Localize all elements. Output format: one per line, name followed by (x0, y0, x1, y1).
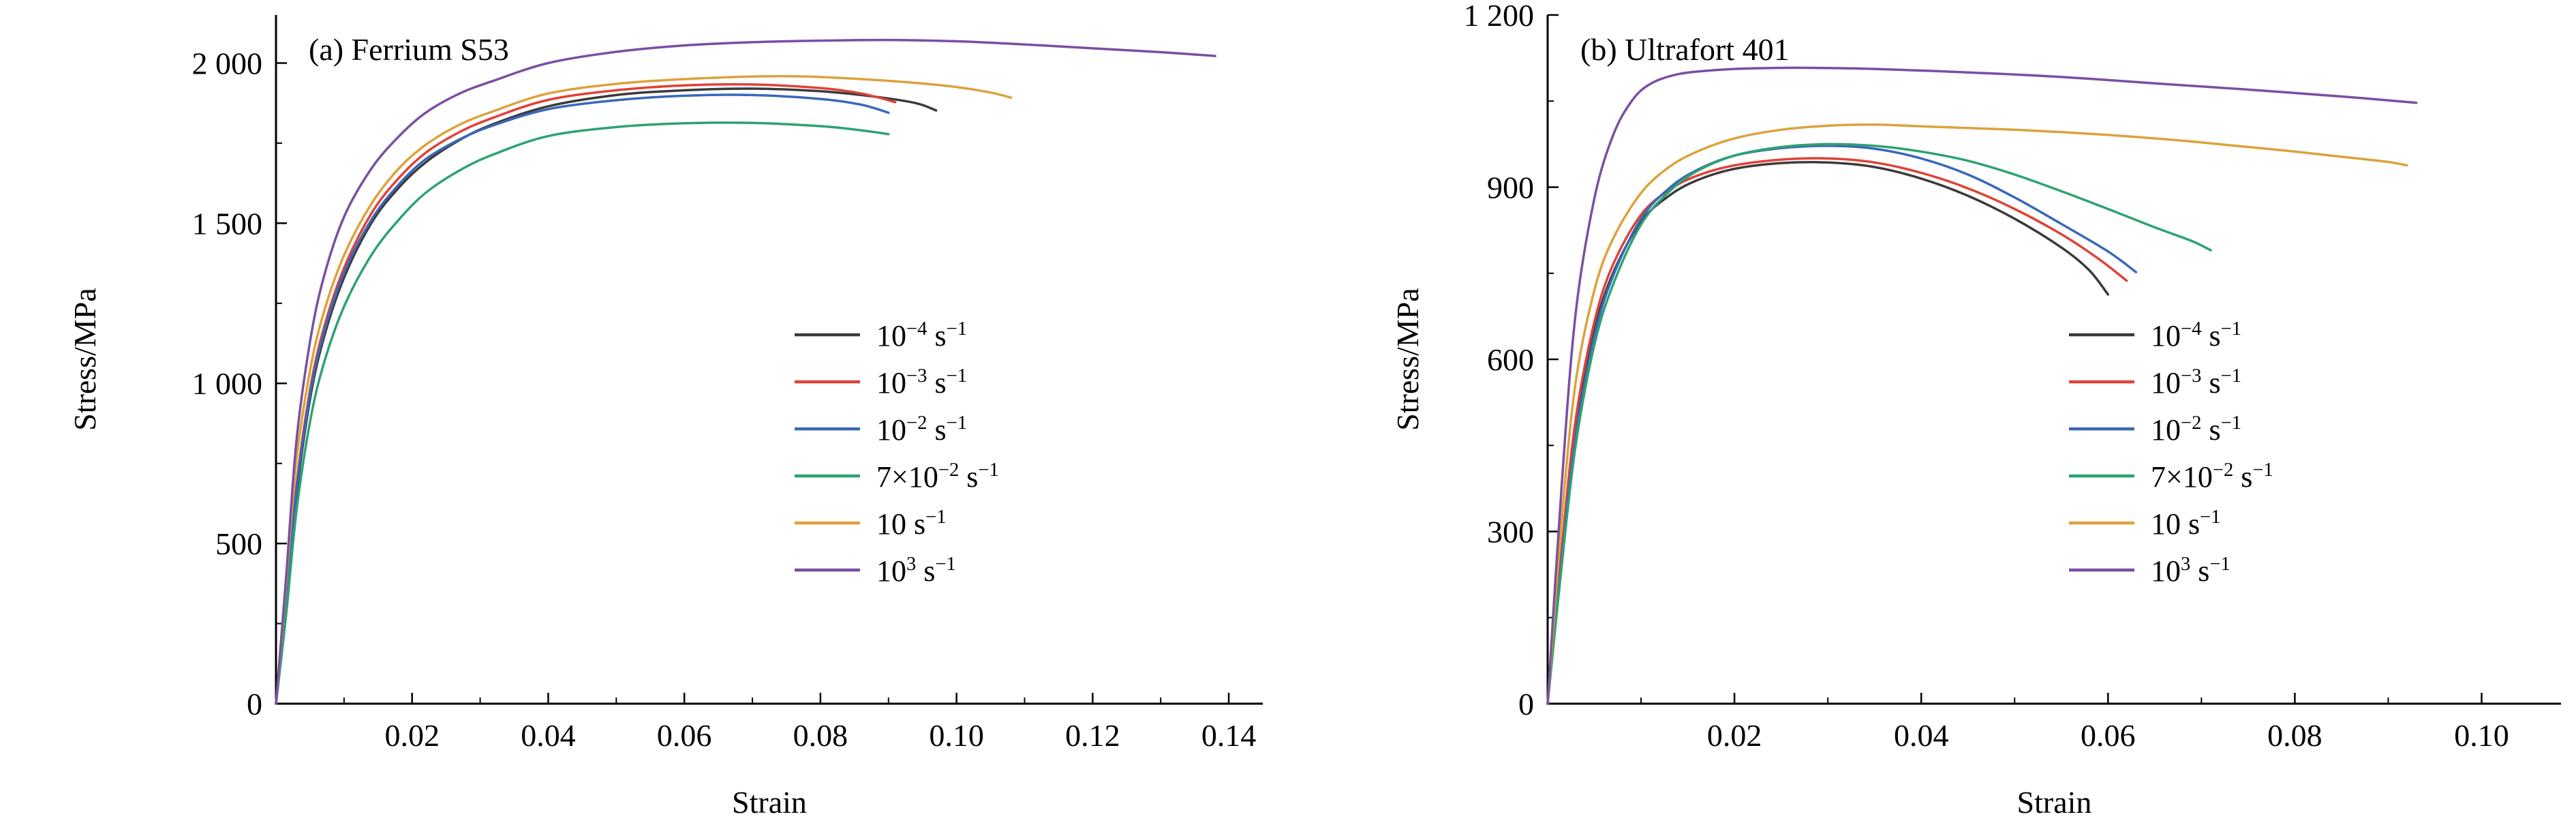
series-line-5 (1546, 123, 2408, 705)
axis-lines (275, 15, 1263, 705)
legend: 10−4 s−1 10−3 s−1 10−2 s−1 7×10−2 s−1 10 s−1… (795, 318, 999, 588)
x-tick-label: 0.12 (1065, 718, 1120, 753)
legend-label: 7×10−2 s−1 (2151, 460, 2273, 494)
legend-item: 103 s−1 (2069, 554, 2230, 588)
x-axis-label: Strain (732, 785, 807, 820)
legend-item: 7×10−2 s−1 (2069, 460, 2273, 494)
y-tick-label: 1 200 (1464, 0, 1535, 33)
axis-lines (1546, 15, 2561, 705)
x-axis-label: Strain (2017, 785, 2092, 820)
panel-title: (a) Ferrium S53 (309, 32, 509, 67)
legend-item: 10 s−1 (795, 507, 947, 541)
y-tick-label: 500 (215, 526, 262, 561)
legend-label: 10 s−1 (876, 507, 947, 541)
legend-item: 10−3 s−1 (795, 365, 967, 400)
series-lines (1546, 66, 2418, 705)
legend-item: 103 s−1 (795, 554, 956, 588)
series-line-4 (275, 121, 890, 705)
legend-label: 7×10−2 s−1 (876, 460, 999, 494)
y-tick-label: 0 (1518, 687, 1534, 721)
chart-ferrium-s53: 0.02 0.04 0.06 0.08 0.10 0.12 0.14 0 500 1 000 1 5… (67, 15, 1263, 820)
x-tick-label: 0.14 (1201, 718, 1257, 753)
x-tick-label: 0.02 (1707, 718, 1762, 753)
x-tick-label: 0.06 (2081, 718, 2136, 753)
legend-item: 10 s−1 (2069, 507, 2221, 541)
series-line-2 (1546, 157, 2128, 705)
x-tick-label: 0.04 (521, 718, 576, 753)
stress-strain-chart-b: 0.02 0.04 0.06 0.08 0.10 0 300 600 900 1 200 Strai… (1390, 0, 2561, 820)
tick-marks (1548, 14, 2483, 705)
series-line-6 (275, 38, 1216, 705)
y-tick-label: 900 (1487, 170, 1534, 205)
y-tick-label: 1 500 (192, 206, 263, 241)
legend-item: 10−2 s−1 (795, 413, 967, 447)
panel-title: (b) Ultrafort 401 (1580, 32, 1790, 67)
legend-item: 7×10−2 s−1 (795, 460, 999, 494)
legend: 10−4 s−1 10−3 s−1 10−2 s−1 7×10−2 s−1 10 s−1… (2069, 318, 2273, 588)
y-tick-label: 600 (1487, 342, 1534, 377)
legend-label: 10−4 s−1 (2151, 318, 2241, 353)
legend-label: 10−3 s−1 (2151, 365, 2241, 400)
chart-ultrafort-401: 0.02 0.04 0.06 0.08 0.10 0 300 600 900 1 200 Strai… (1288, 0, 2576, 823)
legend-label: 10−2 s−1 (2151, 413, 2241, 447)
y-tick-label: 2 000 (192, 46, 263, 80)
legend-label: 10−2 s−1 (876, 413, 967, 447)
tick-marks (276, 62, 1230, 705)
series-line-4 (1546, 143, 2212, 705)
legend-item: 10−3 s−1 (2069, 365, 2241, 400)
y-tick-label: 1 000 (192, 366, 263, 401)
legend-label: 103 s−1 (2151, 554, 2230, 588)
x-tick-label: 0.08 (793, 718, 848, 753)
legend-item: 10−4 s−1 (2069, 318, 2241, 353)
y-axis-label: Stress/MPa (1390, 288, 1425, 431)
series-line-6 (1546, 66, 2418, 705)
series-line-3 (1546, 145, 2138, 705)
x-tick-label: 0.10 (2454, 718, 2509, 753)
legend-label: 10−4 s−1 (876, 318, 967, 353)
series-line-2 (275, 83, 897, 705)
axes (1546, 15, 2561, 705)
series-lines (275, 38, 1216, 705)
x-tick-label: 0.10 (929, 718, 984, 753)
legend-item: 10−2 s−1 (2069, 413, 2241, 447)
legend-label: 10 s−1 (2151, 507, 2221, 541)
legend-label: 103 s−1 (876, 554, 956, 588)
axes (275, 15, 1263, 705)
series-line-5 (275, 75, 1013, 705)
x-tick-label: 0.06 (657, 718, 712, 753)
y-tick-label: 0 (247, 687, 262, 721)
x-tick-label: 0.04 (1894, 718, 1949, 753)
y-tick-label: 300 (1487, 515, 1534, 550)
series-line-1 (275, 87, 938, 705)
legend-item: 10−4 s−1 (795, 318, 967, 353)
x-tick-label: 0.08 (2267, 718, 2322, 753)
legend-label: 10−3 s−1 (876, 365, 967, 400)
series-line-3 (275, 93, 890, 705)
y-axis-label: Stress/MPa (67, 288, 102, 431)
stress-strain-chart-a: 0.02 0.04 0.06 0.08 0.10 0.12 0.14 0 500 1 000 1 5… (67, 15, 1263, 820)
x-tick-label: 0.02 (384, 718, 440, 753)
